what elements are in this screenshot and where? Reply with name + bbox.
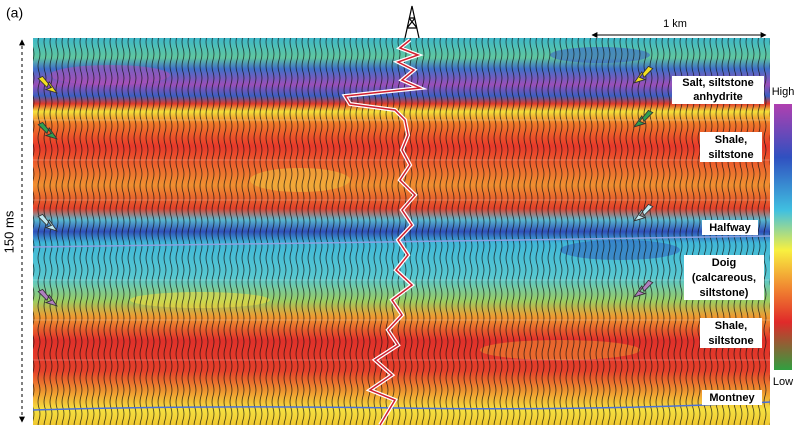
halfway-horizon [32, 235, 771, 248]
seismic-traces [33, 38, 770, 425]
unit-label: Shale, [715, 320, 747, 332]
scale-label: 1 km [663, 18, 687, 30]
panel-label: (a) [6, 5, 23, 21]
label-box [672, 76, 764, 104]
label-box [702, 220, 758, 235]
montney-horizon [32, 401, 771, 411]
color-bar-low: Low [773, 376, 793, 388]
unit-label: anhydrite [693, 91, 743, 103]
time-lines [33, 119, 770, 361]
unit-label: siltstone [708, 149, 753, 161]
unit-label: Doig [712, 257, 736, 269]
color-bar-high: High [772, 86, 795, 98]
unit-label: Montney [709, 392, 755, 404]
label-box [702, 390, 762, 405]
unit-label: Halfway [709, 222, 751, 234]
unit-label: siltstone) [700, 287, 749, 299]
unit-label: Salt, siltstone [682, 77, 754, 89]
time-label: 150 ms [1, 210, 16, 253]
unit-label: (calcareous, [692, 272, 756, 284]
label-box [700, 132, 762, 162]
well-log [343, 39, 423, 426]
color-bar [774, 104, 792, 370]
derrick-icon [404, 5, 420, 39]
label-box [700, 318, 762, 348]
unit-label: siltstone [708, 335, 753, 347]
unit-label: Shale, [715, 134, 747, 146]
unit-labels: Salt, siltstone anhydrite Shale, siltsto… [672, 76, 764, 405]
label-box [684, 255, 764, 300]
